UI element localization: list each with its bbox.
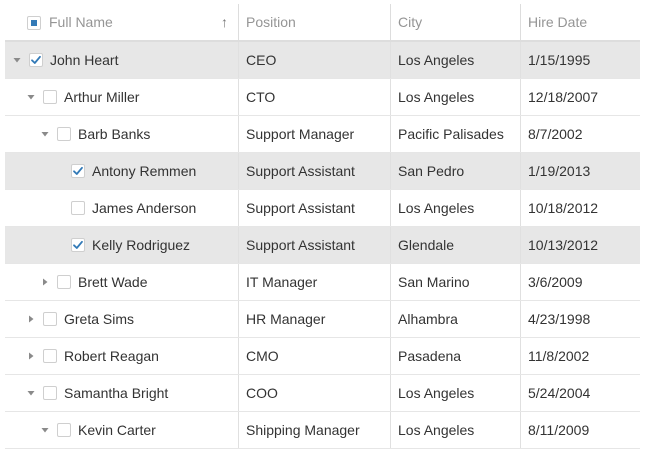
name-cell: Arthur Miller: [5, 79, 238, 115]
full-name: Barb Banks: [78, 126, 151, 142]
tree-list-body: John Heart CEO Los Angeles 1/15/1995 Arthur …: [5, 42, 640, 449]
full-name: Kelly Rodriguez: [92, 237, 191, 253]
position-cell: Support Assistant: [238, 227, 390, 263]
hire-date-cell: 5/24/2004: [520, 375, 640, 411]
column-header-label: Full Name: [49, 14, 113, 30]
chevron-right-icon[interactable]: [25, 350, 37, 362]
column-header-full-name[interactable]: Full Name ↑: [5, 4, 238, 40]
position-cell: IT Manager: [238, 264, 390, 300]
full-name: Kevin Carter: [78, 422, 156, 438]
position-cell: Support Assistant: [238, 153, 390, 189]
position-cell: CMO: [238, 338, 390, 374]
city-cell: Los Angeles: [390, 190, 520, 226]
hire-date-cell: 1/15/1995: [520, 42, 640, 78]
name-cell: James Anderson: [5, 190, 238, 226]
row-checkbox[interactable]: [57, 127, 71, 141]
table-row[interactable]: Barb Banks Support Manager Pacific Palisad…: [5, 116, 640, 153]
hire-date-cell: 1/19/2013: [520, 153, 640, 189]
hire-date-cell: 8/11/2009: [520, 412, 640, 448]
row-checkbox[interactable]: [71, 164, 85, 178]
hire-date-cell: 10/18/2012: [520, 190, 640, 226]
city-cell: Glendale: [390, 227, 520, 263]
name-cell: Samantha Bright: [5, 375, 238, 411]
row-checkbox[interactable]: [43, 386, 57, 400]
full-name: Brett Wade: [78, 274, 148, 290]
row-checkbox[interactable]: [29, 53, 43, 67]
full-name: Arthur Miller: [64, 89, 140, 105]
full-name: Greta Sims: [64, 311, 135, 327]
table-row[interactable]: Robert Reagan CMO Pasadena 11/8/2002: [5, 338, 640, 375]
city-cell: Pasadena: [390, 338, 520, 374]
row-checkbox[interactable]: [57, 275, 71, 289]
arrow-up-icon: ↑: [221, 14, 228, 30]
table-row[interactable]: Antony Remmen Support Assistant San Pedro 1…: [5, 153, 640, 190]
name-cell: John Heart: [5, 42, 238, 78]
table-row[interactable]: Kelly Rodriguez Support Assistant Glendale…: [5, 227, 640, 264]
table-row[interactable]: Arthur Miller CTO Los Angeles 12/18/2007: [5, 79, 640, 116]
chevron-down-icon[interactable]: [25, 387, 37, 399]
name-cell: Brett Wade: [5, 264, 238, 300]
position-cell: HR Manager: [238, 301, 390, 337]
column-header-label: Position: [246, 14, 296, 30]
select-all-checkbox[interactable]: [27, 16, 41, 30]
row-checkbox[interactable]: [57, 423, 71, 437]
city-cell: San Pedro: [390, 153, 520, 189]
table-row[interactable]: John Heart CEO Los Angeles 1/15/1995: [5, 42, 640, 79]
row-checkbox[interactable]: [71, 201, 85, 215]
column-header-position[interactable]: Position: [238, 4, 390, 40]
row-checkbox[interactable]: [71, 238, 85, 252]
name-cell: Greta Sims: [5, 301, 238, 337]
table-row[interactable]: Kevin Carter Shipping Manager Los Angeles 8…: [5, 412, 640, 449]
table-row[interactable]: Samantha Bright COO Los Angeles 5/24/2004: [5, 375, 640, 412]
column-header-row: Full Name ↑ Position City Hire Date: [5, 4, 640, 42]
row-checkbox[interactable]: [43, 349, 57, 363]
hire-date-cell: 10/13/2012: [520, 227, 640, 263]
full-name: James Anderson: [92, 200, 197, 216]
column-header-hire-date[interactable]: Hire Date: [520, 4, 640, 40]
city-cell: Los Angeles: [390, 412, 520, 448]
name-cell: Kelly Rodriguez: [5, 227, 238, 263]
chevron-right-icon[interactable]: [39, 276, 51, 288]
hire-date-cell: 3/6/2009: [520, 264, 640, 300]
position-cell: CEO: [238, 42, 390, 78]
table-row[interactable]: Brett Wade IT Manager San Marino 3/6/2009: [5, 264, 640, 301]
full-name: Antony Remmen: [92, 163, 197, 179]
name-cell: Kevin Carter: [5, 412, 238, 448]
name-cell: Barb Banks: [5, 116, 238, 152]
position-cell: COO: [238, 375, 390, 411]
hire-date-cell: 8/7/2002: [520, 116, 640, 152]
column-header-city[interactable]: City: [390, 4, 520, 40]
chevron-down-icon[interactable]: [39, 424, 51, 436]
city-cell: San Marino: [390, 264, 520, 300]
city-cell: Los Angeles: [390, 42, 520, 78]
position-cell: CTO: [238, 79, 390, 115]
table-row[interactable]: James Anderson Support Assistant Los Angel…: [5, 190, 640, 227]
column-header-label: City: [398, 14, 423, 30]
full-name: John Heart: [50, 52, 119, 68]
city-cell: Los Angeles: [390, 79, 520, 115]
city-cell: Pacific Palisades: [390, 116, 520, 152]
name-cell: Antony Remmen: [5, 153, 238, 189]
hire-date-cell: 4/23/1998: [520, 301, 640, 337]
chevron-down-icon[interactable]: [25, 91, 37, 103]
table-row[interactable]: Greta Sims HR Manager Alhambra 4/23/1998: [5, 301, 640, 338]
chevron-down-icon[interactable]: [11, 54, 23, 66]
position-cell: Support Assistant: [238, 190, 390, 226]
city-cell: Alhambra: [390, 301, 520, 337]
hire-date-cell: 12/18/2007: [520, 79, 640, 115]
position-cell: Shipping Manager: [238, 412, 390, 448]
city-cell: Los Angeles: [390, 375, 520, 411]
tree-list: Full Name ↑ Position City Hire Date John…: [5, 4, 640, 449]
chevron-down-icon[interactable]: [39, 128, 51, 140]
column-header-label: Hire Date: [528, 14, 588, 30]
full-name: Samantha Bright: [64, 385, 169, 401]
chevron-right-icon[interactable]: [25, 313, 37, 325]
row-checkbox[interactable]: [43, 312, 57, 326]
position-cell: Support Manager: [238, 116, 390, 152]
row-checkbox[interactable]: [43, 90, 57, 104]
name-cell: Robert Reagan: [5, 338, 238, 374]
hire-date-cell: 11/8/2002: [520, 338, 640, 374]
full-name: Robert Reagan: [64, 348, 159, 364]
